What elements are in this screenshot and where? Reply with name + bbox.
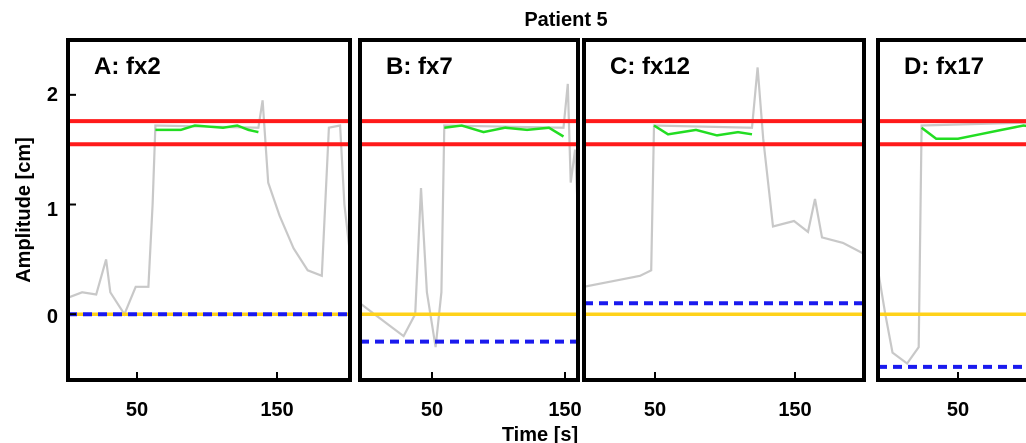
- panel-4: D: fx17 50: [876, 38, 1026, 421]
- green-trace: [444, 124, 565, 138]
- panel-label: D: fx17: [904, 53, 984, 80]
- gray-trace: [360, 83, 578, 348]
- x-tick-label: 150: [260, 399, 293, 421]
- y-tick-label-1: 1: [47, 199, 58, 221]
- gray-trace: [68, 100, 350, 317]
- gray-trace: [878, 121, 1026, 366]
- panel-label: A: fx2: [94, 53, 161, 80]
- gray-trace: [584, 67, 864, 288]
- x-tick-label: 150: [548, 399, 581, 421]
- x-tick-label: 50: [126, 399, 148, 421]
- panel-frame: [876, 38, 1026, 382]
- y-axis-label: Amplitude [cm]: [13, 137, 35, 283]
- x-tick-label: 50: [947, 399, 969, 421]
- panel-label: C: fx12: [610, 53, 690, 80]
- chart-title: Patient 5: [524, 9, 607, 31]
- panel-plot-area: [584, 67, 864, 316]
- panel-1: A: fx2 50 150: [66, 38, 352, 421]
- green-trace: [653, 124, 753, 137]
- panel-plot-area: [360, 83, 578, 348]
- panel-frame: [358, 38, 580, 382]
- panel-3: C: fx12 50 150: [582, 38, 866, 421]
- panel-frame: [66, 38, 352, 382]
- x-tick-label: 50: [421, 399, 443, 421]
- y-tick-label-2: 2: [47, 84, 58, 106]
- panel-frame: [582, 38, 866, 382]
- panel-plot-area: [878, 119, 1026, 369]
- green-trace: [920, 124, 1026, 140]
- green-trace: [155, 124, 259, 134]
- panel-2: B: fx7 50 150: [358, 38, 582, 421]
- panel-label: B: fx7: [386, 53, 453, 80]
- y-tick-label-0: 0: [47, 306, 58, 328]
- x-tick-label: 50: [644, 399, 666, 421]
- x-tick-label: 150: [778, 399, 811, 421]
- x-axis-label: Time [s]: [502, 424, 578, 443]
- panel-plot-area: [68, 100, 350, 317]
